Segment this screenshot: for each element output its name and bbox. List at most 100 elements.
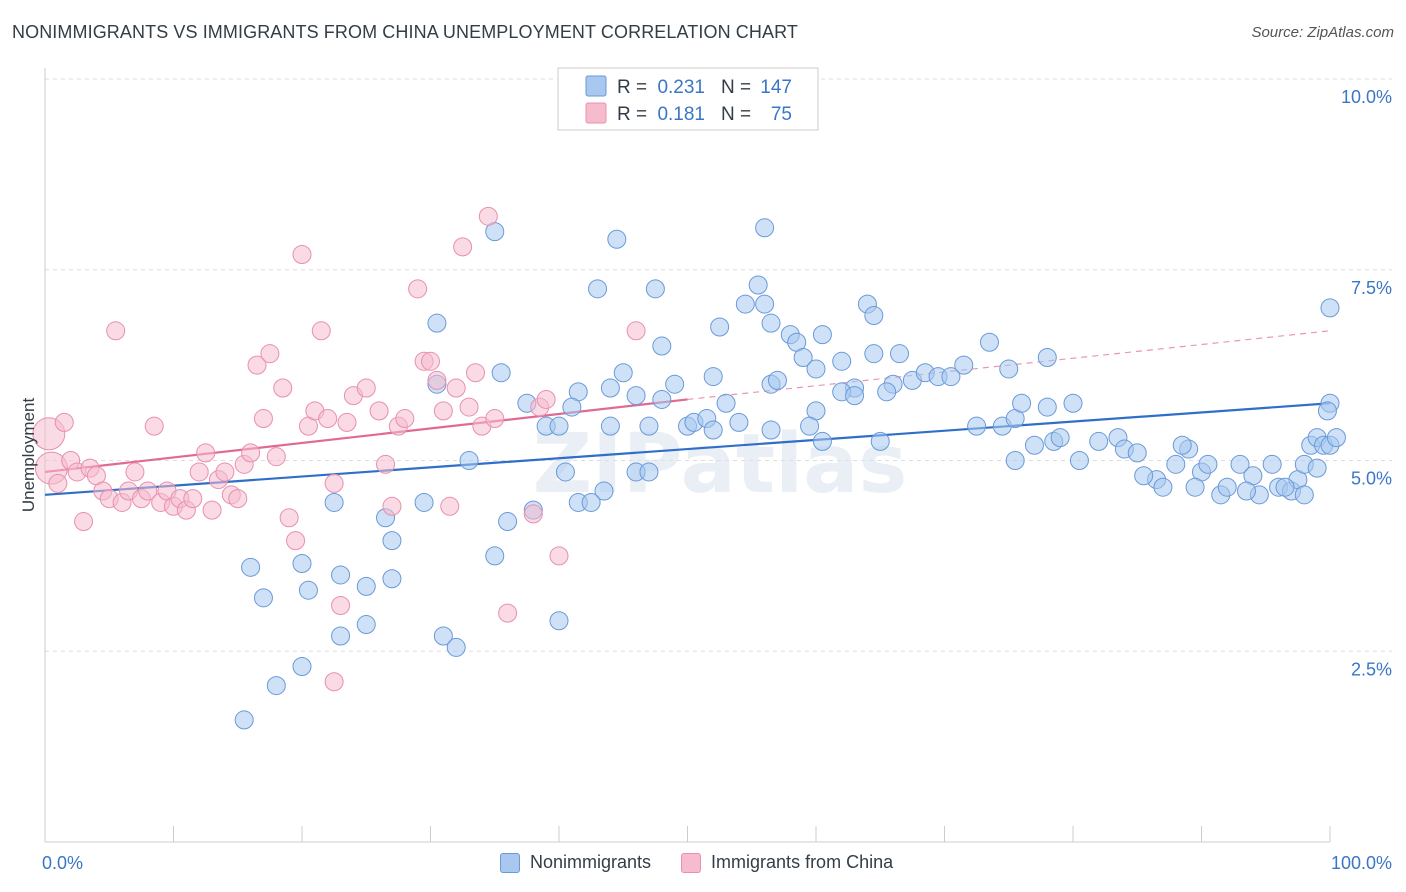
point-nonimmigrants — [1037, 397, 1057, 417]
point-nonimmigrants — [549, 416, 569, 436]
point-immigrants-china — [228, 489, 248, 509]
point-immigrants-china — [202, 500, 222, 520]
point-nonimmigrants — [812, 431, 832, 451]
tick-labels: 2.5% 5.0% 7.5% 10.0% 0.0% 100.0% — [42, 87, 1392, 873]
point-immigrants-china — [196, 443, 216, 463]
point-nonimmigrants — [1326, 428, 1346, 448]
point-nonimmigrants — [877, 382, 897, 402]
point-immigrants-china — [433, 401, 453, 421]
point-immigrants-china — [48, 473, 68, 493]
point-nonimmigrants — [1262, 454, 1282, 474]
point-immigrants-china — [318, 409, 338, 429]
legend-r-label: R = — [617, 104, 647, 125]
point-immigrants-china — [54, 412, 74, 432]
point-immigrants-china — [331, 595, 351, 615]
point-nonimmigrants — [864, 306, 884, 326]
point-nonimmigrants — [755, 294, 775, 314]
point-nonimmigrants — [845, 386, 865, 406]
point-nonimmigrants — [1037, 347, 1057, 367]
point-nonimmigrants — [703, 420, 723, 440]
point-nonimmigrants — [414, 492, 434, 512]
point-nonimmigrants — [1294, 485, 1314, 505]
point-immigrants-china — [144, 416, 164, 436]
point-nonimmigrants — [600, 416, 620, 436]
point-immigrants-china — [324, 473, 344, 493]
point-nonimmigrants — [767, 370, 787, 390]
series-legend: Nonimmigrants Immigrants from China — [500, 852, 923, 873]
point-nonimmigrants — [864, 344, 884, 364]
point-nonimmigrants — [498, 512, 518, 532]
point-nonimmigrants — [1317, 401, 1337, 421]
point-nonimmigrants — [999, 359, 1019, 379]
point-nonimmigrants — [652, 389, 672, 409]
point-nonimmigrants — [331, 626, 351, 646]
point-immigrants-china — [311, 321, 331, 341]
chart-title: NONIMMIGRANTS VS IMMIGRANTS FROM CHINA U… — [12, 22, 798, 42]
point-immigrants-china — [478, 206, 498, 226]
legend-r-value: 0.181 — [657, 104, 705, 125]
point-nonimmigrants — [607, 229, 627, 249]
point-nonimmigrants — [1050, 428, 1070, 448]
point-immigrants-china — [446, 378, 466, 398]
legend-r-value: 0.231 — [657, 77, 705, 98]
legend-swatch — [585, 102, 607, 124]
point-nonimmigrants — [588, 279, 608, 299]
point-immigrants-china — [465, 363, 485, 383]
point-immigrants-china — [247, 355, 267, 375]
point-nonimmigrants — [870, 431, 890, 451]
point-immigrants-china — [106, 321, 126, 341]
x-tick-label: 100.0% — [1331, 853, 1392, 873]
point-nonimmigrants — [1217, 477, 1237, 497]
point-nonimmigrants — [1153, 477, 1173, 497]
point-nonimmigrants — [1275, 477, 1295, 497]
legend-swatch-immigrants-china — [681, 852, 702, 873]
legend-r-label: R = — [617, 77, 647, 98]
point-nonimmigrants — [652, 336, 672, 356]
point-nonimmigrants — [890, 344, 910, 364]
point-immigrants-china — [485, 409, 505, 429]
point-nonimmigrants — [331, 565, 351, 585]
point-nonimmigrants — [1307, 458, 1327, 478]
point-immigrants-china — [273, 378, 293, 398]
point-immigrants-china — [408, 279, 428, 299]
point-nonimmigrants — [562, 397, 582, 417]
point-nonimmigrants — [941, 367, 961, 387]
point-nonimmigrants — [356, 576, 376, 596]
point-immigrants-china — [536, 389, 556, 409]
legend-label-nonimmigrants: Nonimmigrants — [530, 852, 652, 872]
point-nonimmigrants — [298, 580, 318, 600]
point-immigrants-china — [376, 454, 396, 474]
point-nonimmigrants — [382, 569, 402, 589]
point-nonimmigrants — [356, 615, 376, 635]
point-nonimmigrants — [1089, 431, 1109, 451]
y-tick-label: 7.5% — [1351, 278, 1392, 298]
point-nonimmigrants — [459, 451, 479, 470]
point-nonimmigrants — [645, 279, 665, 299]
point-nonimmigrants — [1172, 435, 1192, 455]
point-immigrants-china — [125, 462, 145, 482]
legend-swatch — [585, 75, 607, 97]
trend-line-nonimmigrants — [44, 402, 1331, 496]
point-nonimmigrants — [292, 657, 312, 677]
point-immigrants-china — [382, 496, 402, 516]
point-nonimmigrants — [761, 420, 781, 440]
point-immigrants-china — [440, 496, 460, 516]
point-nonimmigrants — [710, 317, 730, 337]
legend-n-label: N = — [721, 104, 751, 125]
point-nonimmigrants — [1230, 454, 1250, 474]
point-nonimmigrants — [1127, 443, 1147, 463]
point-immigrants-china — [260, 344, 280, 364]
point-nonimmigrants — [800, 416, 820, 436]
point-nonimmigrants — [433, 626, 453, 646]
point-immigrants-china — [241, 443, 261, 463]
point-nonimmigrants — [761, 313, 781, 333]
stats-legend: R = 0.231 N = 147 R = 0.181 N = 75 — [557, 67, 819, 131]
point-immigrants-china — [549, 546, 569, 566]
point-nonimmigrants — [1198, 454, 1218, 474]
y-tick-label: 5.0% — [1351, 469, 1392, 489]
point-immigrants-china — [253, 409, 273, 429]
point-nonimmigrants — [253, 588, 273, 608]
point-nonimmigrants — [703, 367, 723, 387]
trend-line-immigrants-china — [44, 398, 688, 474]
point-nonimmigrants — [735, 294, 755, 314]
